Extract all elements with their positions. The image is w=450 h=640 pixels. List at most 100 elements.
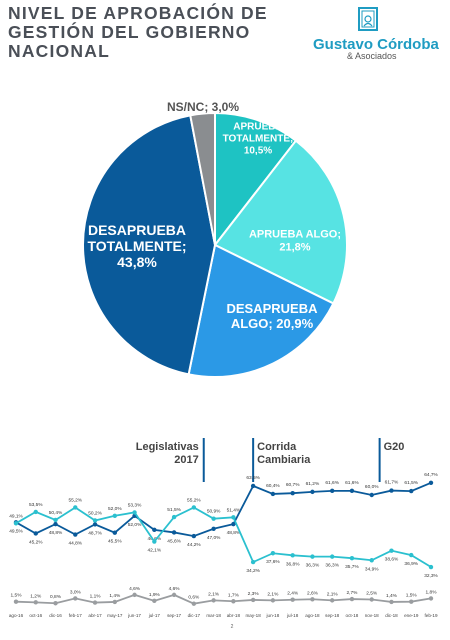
x-tick-label-9: dic-17 <box>188 613 201 618</box>
pie-label-0-1: TOTALMENTE; <box>223 134 294 145</box>
series-0-label-11: 48,8% <box>227 530 241 536</box>
series-2-label-6: 4,6% <box>129 586 141 592</box>
series-2-label-9: 0,6% <box>188 595 200 601</box>
series-2-point-0 <box>13 599 19 604</box>
x-tick-label-17: oct-18 <box>346 613 359 618</box>
x-tick-label-1: oct-16 <box>29 613 42 618</box>
series-1-label-12: 34,2% <box>246 568 260 574</box>
series-0-label-20: 61,5% <box>404 480 418 486</box>
series-1-label-5: 52,0% <box>108 506 122 512</box>
series-0-label-15: 61,2% <box>306 481 320 487</box>
x-tick-label-13: jun-18 <box>266 613 280 618</box>
series-1-point-16 <box>329 554 335 559</box>
series-0-point-19 <box>389 488 394 493</box>
series-2-point-5 <box>112 599 118 605</box>
series-2-point-10 <box>211 598 216 603</box>
series-1-point-21 <box>428 564 434 570</box>
series-0-point-18 <box>369 492 374 498</box>
pie-label-1-0: APRUEBA ALGO; <box>249 228 341 240</box>
series-2-point-12 <box>250 597 256 603</box>
series-2-label-18: 2,5% <box>366 591 378 597</box>
pie-label-3-2: 43,8% <box>117 254 157 270</box>
series-1-label-7: 42,1% <box>148 548 162 554</box>
pie-slice-3 <box>82 114 217 376</box>
series-1-point-13 <box>270 551 276 556</box>
x-tick-label-19: dic-18 <box>385 613 398 618</box>
series-2-label-13: 2,1% <box>267 591 279 597</box>
logo-subtitle: & Asociados <box>347 51 397 61</box>
series-2-point-3 <box>73 596 78 601</box>
series-2-label-15: 2,6% <box>307 590 319 596</box>
series-2-point-1 <box>33 600 38 605</box>
series-0-point-14 <box>290 490 295 496</box>
annotation-label-1-0: Corrida <box>257 441 297 453</box>
series-1-point-18 <box>369 558 374 563</box>
x-tick-label-15: ago-18 <box>305 613 320 618</box>
series-2-label-7: 1,9% <box>149 592 161 598</box>
series-1-point-20 <box>409 552 414 558</box>
logo-emblem-icon <box>358 7 378 31</box>
series-1-point-10 <box>211 516 216 521</box>
x-tick-label-6: jun-17 <box>127 613 141 618</box>
series-1-point-4 <box>92 518 98 523</box>
series-1-label-3: 55,2% <box>68 497 82 503</box>
pie-label-2-1: ALGO; 20,9% <box>231 316 314 331</box>
series-0-label-18: 60,0% <box>365 484 379 490</box>
pie-label-1-1: 21,8% <box>279 241 310 253</box>
x-tick-label-20: ene-19 <box>404 613 419 618</box>
series-1-point-3 <box>73 505 78 510</box>
x-tick-label-3: feb-17 <box>69 613 82 618</box>
title-line-1: NIVEL DE APROBACIÓN DE <box>8 3 268 23</box>
series-1-point-14 <box>290 553 295 558</box>
series-2-label-19: 1,4% <box>386 593 398 599</box>
annotation-label-0-0: Legislativas <box>136 441 199 453</box>
series-2-label-21: 1,8% <box>426 589 438 595</box>
series-0-label-3: 44,8% <box>68 541 82 547</box>
series-0-label-6: 52,0% <box>128 522 142 528</box>
series-line-1 <box>15 506 432 568</box>
series-0-point-17 <box>349 488 355 494</box>
series-2-point-11 <box>231 599 236 604</box>
series-1-label-15: 36,3% <box>306 563 320 569</box>
series-1-label-2: 50,4% <box>49 510 63 516</box>
series-0-point-15 <box>310 489 315 495</box>
x-tick-label-11: abr-18 <box>227 613 241 618</box>
series-2-point-16 <box>329 598 335 603</box>
series-1-label-11: 51,4% <box>227 507 241 513</box>
series-2-label-5: 1,4% <box>109 593 121 599</box>
series-1-point-12 <box>250 559 256 565</box>
series-0-point-5 <box>112 530 118 535</box>
series-1-point-9 <box>191 505 197 510</box>
series-0-label-10: 47,0% <box>207 535 221 541</box>
series-1-label-18: 34,9% <box>365 566 379 572</box>
pie-slice-4 <box>189 111 216 246</box>
series-2-label-17: 2,7% <box>346 590 358 596</box>
series-2-label-12: 2,3% <box>248 591 260 597</box>
series-2-label-3: 3,0% <box>70 589 82 595</box>
series-2-label-10: 2,1% <box>208 591 220 597</box>
series-2-label-2: 0,8% <box>50 594 62 600</box>
series-0-point-7 <box>152 527 157 533</box>
pie-label-3-0: DESAPRUEBA <box>88 222 186 238</box>
series-0-point-16 <box>329 488 335 494</box>
title-line-2: GESTIÓN DEL GOBIERNO <box>8 22 251 42</box>
series-0-label-19: 61,7% <box>385 480 399 486</box>
series-1-label-10: 50,9% <box>207 509 221 515</box>
x-tick-label-7: jul-17 <box>148 613 161 618</box>
series-0-point-13 <box>270 491 276 497</box>
series-2-point-9 <box>191 601 197 606</box>
series-2-label-1: 1,2% <box>30 593 42 599</box>
x-tick-label-18: nov-18 <box>365 613 379 618</box>
series-1-point-6 <box>132 510 137 515</box>
series-1-point-0 <box>13 521 19 526</box>
series-1-label-21: 32,3% <box>424 573 438 579</box>
series-2-label-14: 2,4% <box>287 591 299 597</box>
series-2-point-20 <box>409 599 414 604</box>
series-0-label-13: 60,4% <box>266 483 280 489</box>
footnote: 2 <box>231 624 234 630</box>
series-1-label-14: 36,8% <box>286 561 300 567</box>
pie-label-4-0: NS/NC; 3,0% <box>167 100 239 114</box>
series-1-point-5 <box>112 513 118 518</box>
pie-label-0-0: APRUEBA <box>233 122 282 133</box>
